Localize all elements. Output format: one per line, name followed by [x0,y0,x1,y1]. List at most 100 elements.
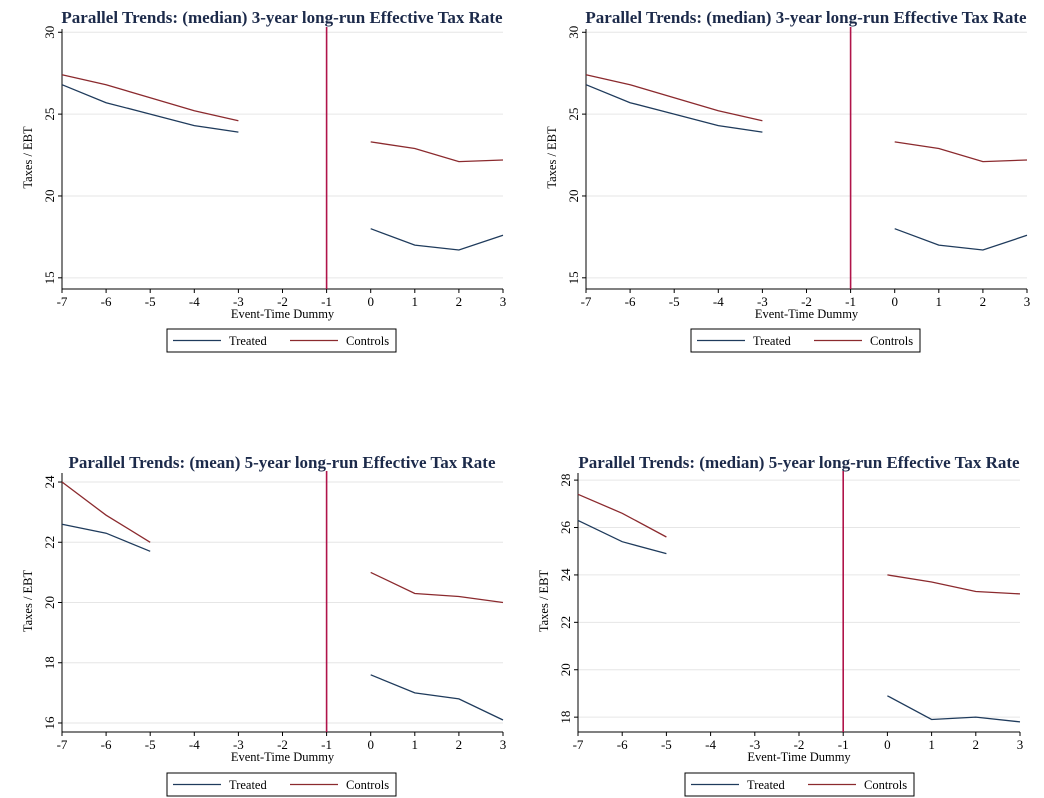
chart-title: Parallel Trends: (median) 3-year long-ru… [585,8,1027,27]
y-tick-label: 20 [566,189,581,202]
y-tick-label: 20 [42,189,57,202]
x-tick-label: -3 [233,294,244,309]
chart-panel: Parallel Trends: (median) 5-year long-ru… [537,453,1024,797]
legend-box [166,772,397,797]
x-tick-label: 0 [367,294,374,309]
chart-title: Parallel Trends: (mean) 5-year long-run … [69,453,496,472]
y-tick-label: 25 [42,108,57,121]
x-tick-label: -2 [801,294,812,309]
series-line-treated [585,84,763,133]
x-tick-label: -4 [713,294,724,309]
x-tick-label: -2 [277,737,288,752]
y-tick-label: 20 [42,596,57,609]
x-axis-label: Event-Time Dummy [231,307,335,321]
y-tick-label: 20 [558,663,573,676]
x-tick-label: 3 [500,294,507,309]
y-tick-label: 16 [42,716,57,730]
series-line-controls [585,74,763,122]
legend-label: Treated [753,334,791,348]
y-axis-label: Taxes / EBT [21,126,35,189]
y-tick-label: 26 [558,521,573,535]
legend-label: Controls [870,334,913,348]
x-tick-label: 1 [412,294,419,309]
x-tick-label: -1 [321,294,332,309]
x-tick-label: -6 [101,737,112,752]
legend-box [684,772,915,797]
legend-label: Controls [346,334,389,348]
y-tick-label: 24 [558,568,573,582]
x-tick-label: -7 [573,737,584,752]
x-axis-label: Event-Time Dummy [747,750,851,764]
y-axis-label: Taxes / EBT [545,126,559,189]
x-tick-label: -5 [145,737,156,752]
series-line-controls [370,141,504,163]
x-tick-label: -1 [838,737,849,752]
legend: Treated Controls [166,328,397,353]
legend-label: Treated [229,334,267,348]
series-line-treated [61,84,239,133]
y-axis-label: Taxes / EBT [537,569,551,632]
legend: Treated Controls [690,328,921,353]
series-line-treated [370,674,504,721]
legend-box [166,328,397,353]
series-line-controls [894,141,1028,163]
chart-panel: Parallel Trends: (mean) 5-year long-run … [21,453,507,797]
series-line-treated [61,523,151,552]
y-axis-label: Taxes / EBT [21,569,35,632]
x-tick-label: 1 [936,294,943,309]
legend-label: Treated [229,778,267,792]
y-tick-label: 30 [566,26,581,39]
x-tick-label: 3 [1024,294,1031,309]
legend-box [690,328,921,353]
series-line-controls [370,571,504,604]
series-line-controls [577,493,667,538]
chart-panel: Parallel Trends: (median) 3-year long-ru… [21,8,507,353]
y-tick-label: 25 [566,108,581,121]
x-tick-label: -6 [617,737,628,752]
y-tick-label: 18 [558,711,573,724]
chart-panel: Parallel Trends: (median) 3-year long-ru… [545,8,1031,353]
series-line-controls [887,574,1021,595]
x-tick-label: -4 [189,294,200,309]
x-tick-label: 3 [1017,737,1024,752]
x-axis-label: Event-Time Dummy [755,307,859,321]
series-line-treated [577,519,667,555]
series-line-controls [61,481,151,543]
y-tick-label: 24 [42,475,57,489]
y-tick-label: 15 [42,271,57,284]
y-tick-label: 30 [42,26,57,39]
x-tick-label: -1 [845,294,856,309]
x-tick-label: -7 [581,294,592,309]
x-tick-label: -5 [145,294,156,309]
x-tick-label: -2 [794,737,805,752]
legend-label: Treated [747,778,785,792]
x-tick-label: -4 [705,737,716,752]
y-tick-label: 28 [558,474,573,487]
x-tick-label: -3 [233,737,244,752]
x-tick-label: -4 [189,737,200,752]
chart-title: Parallel Trends: (median) 3-year long-ru… [61,8,503,27]
legend: Treated Controls [166,772,397,797]
x-axis-label: Event-Time Dummy [231,750,335,764]
y-tick-label: 15 [566,271,581,284]
series-line-treated [370,228,504,251]
x-tick-label: 0 [891,294,898,309]
x-tick-label: 3 [500,737,507,752]
x-tick-label: 2 [456,294,463,309]
x-tick-label: -1 [321,737,332,752]
x-tick-label: -3 [757,294,768,309]
x-tick-label: 1 [928,737,935,752]
x-tick-label: -2 [277,294,288,309]
x-tick-label: -3 [749,737,760,752]
y-tick-label: 18 [42,656,57,669]
chart-title: Parallel Trends: (median) 5-year long-ru… [578,453,1020,472]
legend: Treated Controls [684,772,915,797]
series-line-treated [887,695,1021,723]
x-tick-label: -5 [669,294,680,309]
series-line-controls [61,74,239,122]
x-tick-label: 2 [456,737,463,752]
x-tick-label: -6 [101,294,112,309]
legend-label: Controls [346,778,389,792]
x-tick-label: 2 [980,294,987,309]
